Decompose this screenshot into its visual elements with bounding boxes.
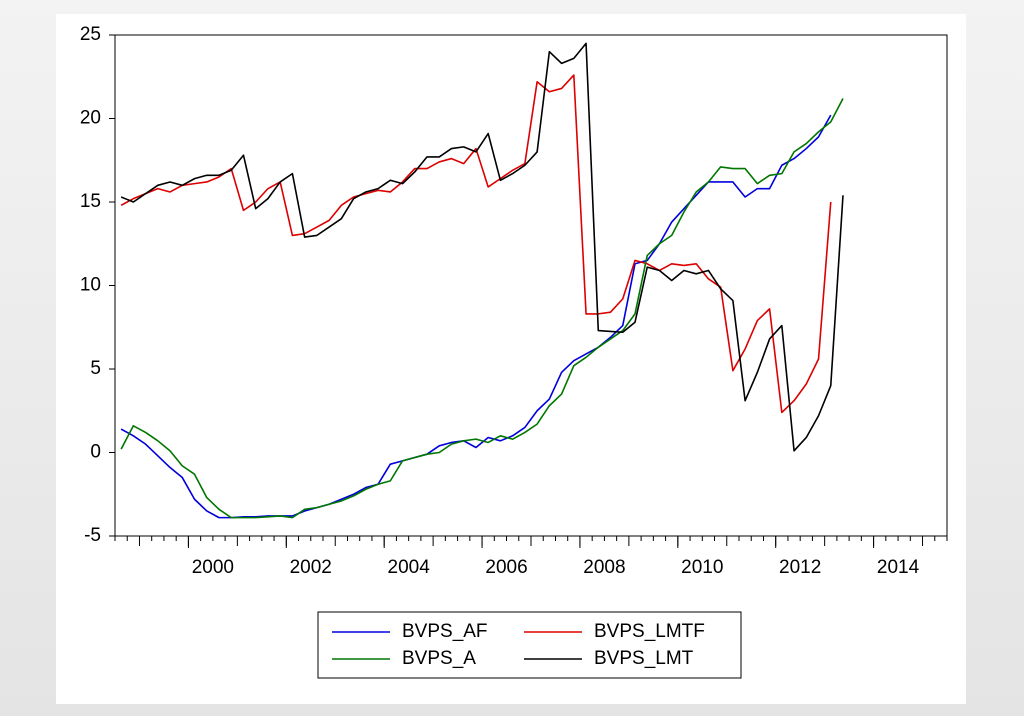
- x-tick-label: 2008: [583, 557, 625, 578]
- x-tick-label: 2010: [681, 557, 723, 578]
- x-tick-label: 2002: [290, 557, 332, 578]
- legend-label: BVPS_LMT: [594, 648, 694, 669]
- series-line: [120, 98, 844, 519]
- x-tick-label: 2000: [192, 557, 234, 578]
- y-tick-label: -5: [84, 525, 101, 546]
- y-tick-label: 5: [90, 358, 101, 379]
- series-line: [120, 42, 844, 452]
- y-tick-label: 25: [80, 24, 101, 45]
- y-tick-label: 0: [90, 442, 101, 463]
- legend-label: BVPS_AF: [402, 621, 488, 642]
- y-tick-label: 15: [80, 191, 101, 212]
- y-tick-label: 10: [80, 275, 101, 296]
- chart-panel: [56, 14, 966, 704]
- x-tick-label: 2014: [877, 557, 920, 578]
- x-tick-label: 2004: [388, 557, 431, 578]
- x-tick-label: 2006: [485, 557, 527, 578]
- series-line: [120, 74, 832, 414]
- y-tick-label: 20: [80, 108, 101, 129]
- legend-label: BVPS_LMTF: [594, 621, 705, 642]
- x-tick-label: 2012: [779, 557, 821, 578]
- legend-label: BVPS_A: [402, 648, 476, 669]
- legend-box: [317, 611, 742, 679]
